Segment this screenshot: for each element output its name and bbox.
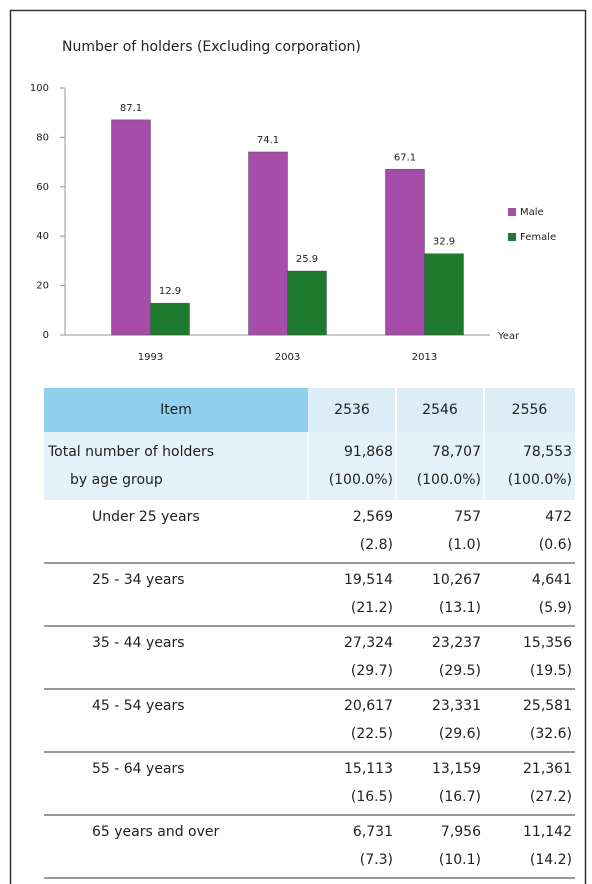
header-text: Item — [160, 402, 192, 418]
cell-value: 6,731 — [353, 824, 393, 840]
cell-value: 4,641 — [532, 572, 572, 588]
cell-share: (14.2) — [530, 852, 572, 868]
chart-title: Number of holders (Excluding corporation… — [62, 39, 361, 55]
bar — [111, 119, 151, 336]
cell-value: 78,707 — [432, 444, 481, 460]
frame — [9, 9, 587, 884]
cell-value: 10,267 — [432, 572, 481, 588]
cell-share: (7.3) — [360, 852, 393, 868]
cell-share: (29.6) — [439, 726, 481, 742]
cell-share: (22.5) — [351, 726, 393, 742]
cell-value: 23,237 — [432, 635, 481, 651]
row-label: 55 - 64 years — [92, 761, 185, 777]
cell-share: (19.5) — [530, 663, 572, 679]
x-tick-label: 2013 — [412, 352, 437, 363]
cell-share: (21.2) — [351, 600, 393, 616]
row-label: 45 - 54 years — [92, 698, 185, 714]
data-label: 25.9 — [296, 254, 318, 265]
cell-share: (10.1) — [439, 852, 481, 868]
row-label: 35 - 44 years — [92, 635, 185, 651]
cell-value: 27,324 — [344, 635, 393, 651]
data-label: 67.1 — [394, 152, 416, 163]
cell-value: 757 — [454, 509, 481, 525]
cell-value: 25,581 — [523, 698, 572, 714]
total-row — [44, 432, 575, 500]
cell-value: 19,514 — [344, 572, 393, 588]
cell-value: 78,553 — [523, 444, 572, 460]
bar — [248, 151, 288, 336]
header-cell — [308, 388, 575, 432]
x-tick-label: 1993 — [138, 352, 163, 363]
data-label: 12.9 — [159, 286, 181, 297]
header-text: 2546 — [422, 402, 458, 418]
x-tick-label: 2003 — [275, 352, 300, 363]
cell-value: 20,617 — [344, 698, 393, 714]
row-label: by age group — [70, 472, 163, 488]
cell-value: 2,569 — [353, 509, 393, 525]
y-tick-label: 40 — [36, 231, 49, 242]
data-label: 87.1 — [120, 103, 142, 114]
cell-share: (100.0%) — [417, 472, 481, 488]
row-label: Total number of holders — [47, 444, 214, 460]
data-label: 74.1 — [257, 135, 279, 146]
row-label: 25 - 34 years — [92, 572, 185, 588]
cell-value: 21,361 — [523, 761, 572, 777]
cell-share: (32.6) — [530, 726, 572, 742]
cell-share: (29.7) — [351, 663, 393, 679]
cell-share: (13.1) — [439, 600, 481, 616]
bar — [424, 253, 464, 336]
row-label: Under 25 years — [92, 509, 200, 525]
cell-share: (5.9) — [539, 600, 572, 616]
cell-value: 13,159 — [432, 761, 481, 777]
cell-share: (0.6) — [539, 537, 572, 553]
legend-swatch — [508, 233, 516, 241]
cell-share: (100.0%) — [508, 472, 572, 488]
cell-share: (16.7) — [439, 789, 481, 805]
legend-label: Female — [520, 232, 556, 243]
cell-share: (27.2) — [530, 789, 572, 805]
cell-value: 7,956 — [441, 824, 481, 840]
cell-value: 472 — [545, 509, 572, 525]
y-tick-label: 60 — [36, 182, 49, 193]
cell-share: (2.8) — [360, 537, 393, 553]
header-cell — [44, 388, 308, 432]
cell-value: 15,356 — [523, 635, 572, 651]
cell-share: (29.5) — [439, 663, 481, 679]
legend-swatch — [508, 208, 516, 216]
cell-value: 23,331 — [432, 698, 481, 714]
y-tick-label: 100 — [30, 83, 49, 94]
legend-label: Male — [520, 207, 544, 218]
cell-share: (100.0%) — [329, 472, 393, 488]
cell-value: 15,113 — [344, 761, 393, 777]
header-text: 2556 — [512, 402, 548, 418]
x-axis-label: Year — [497, 331, 520, 342]
bar — [150, 302, 190, 336]
cell-value: 11,142 — [523, 824, 572, 840]
cell-share: (16.5) — [351, 789, 393, 805]
y-tick-label: 0 — [43, 330, 49, 341]
bar — [385, 169, 425, 336]
header-text: 2536 — [334, 402, 370, 418]
cell-share: (1.0) — [448, 537, 481, 553]
y-tick-label: 80 — [36, 132, 49, 143]
data-label: 32.9 — [433, 237, 455, 248]
bar — [287, 270, 327, 336]
cell-value: 91,868 — [344, 444, 393, 460]
row-label: 65 years and over — [92, 824, 219, 840]
y-tick-label: 20 — [36, 281, 49, 292]
